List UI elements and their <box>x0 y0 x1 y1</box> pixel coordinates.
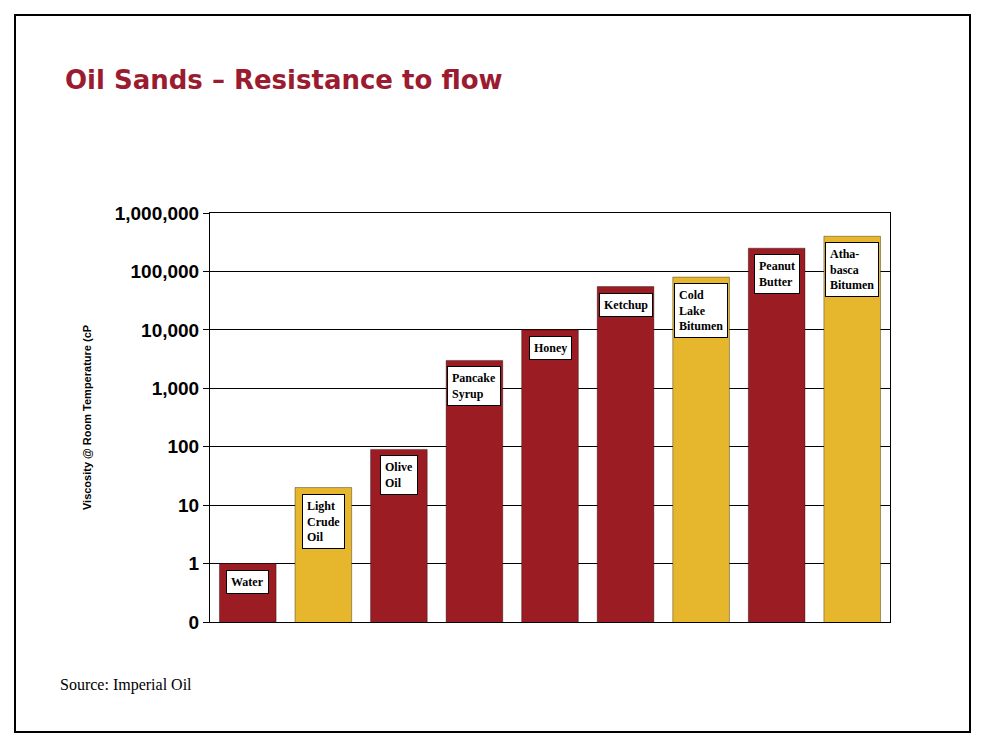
svg-text:ColdLakeBitumen: ColdLakeBitumen <box>679 288 723 333</box>
svg-text:Oil Sands – Resistance to flow: Oil Sands – Resistance to flow <box>65 65 503 95</box>
svg-text:1: 1 <box>189 553 200 574</box>
svg-text:LightCrudeOil: LightCrudeOil <box>307 499 340 544</box>
svg-text:10,000: 10,000 <box>141 320 199 341</box>
svg-text:100,000: 100,000 <box>131 261 200 282</box>
svg-text:1,000: 1,000 <box>152 378 200 399</box>
svg-text:Ketchup: Ketchup <box>604 298 648 312</box>
svg-text:0: 0 <box>189 612 200 633</box>
svg-text:PeanutButter: PeanutButter <box>759 259 795 289</box>
svg-text:PancakeSyrup: PancakeSyrup <box>452 371 496 401</box>
svg-text:OliveOil: OliveOil <box>385 460 413 490</box>
svg-text:1,000,000: 1,000,000 <box>115 203 200 224</box>
svg-text:100: 100 <box>167 436 199 457</box>
svg-text:Atha-bascaBitumen: Atha-bascaBitumen <box>830 247 874 292</box>
svg-text:Honey: Honey <box>534 341 567 355</box>
svg-text:10: 10 <box>178 495 199 516</box>
svg-text:Viscosity @ Room Temperature (: Viscosity @ Room Temperature (cP <box>81 325 93 510</box>
svg-text:Water: Water <box>231 575 264 589</box>
svg-text:Source: Imperial Oil: Source: Imperial Oil <box>60 676 192 694</box>
